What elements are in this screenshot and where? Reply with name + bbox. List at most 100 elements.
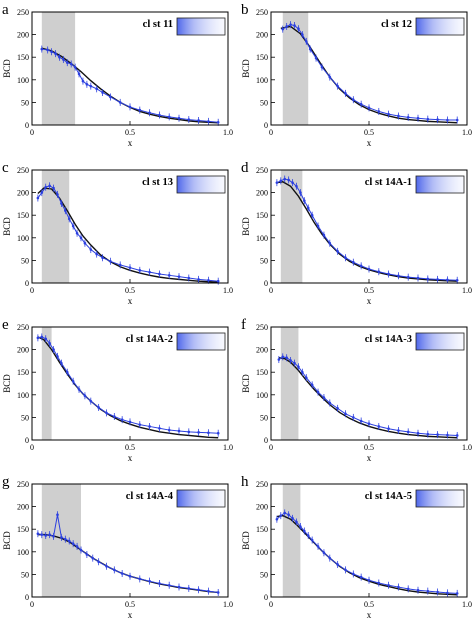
data-point: [54, 52, 57, 55]
data-point: [377, 425, 381, 428]
y-tick-label: 0: [25, 593, 29, 602]
data-point: [455, 434, 459, 437]
y-tick-label: 0: [25, 279, 29, 288]
data-point: [109, 95, 112, 99]
shaded-region: [41, 327, 52, 440]
y-tick-label: 150: [17, 525, 29, 534]
data-point: [310, 383, 314, 387]
data-point: [77, 388, 81, 391]
y-tick-label: 0: [264, 279, 268, 288]
data-point: [48, 184, 51, 188]
data-point: [299, 525, 302, 528]
x-axis-label: x: [128, 138, 133, 148]
y-tick-label: 100: [17, 234, 29, 243]
data-point: [177, 585, 181, 589]
data-point: [89, 248, 93, 251]
x-tick-label: 1.0: [223, 600, 233, 609]
x-axis-label: x: [128, 453, 133, 463]
x-tick-label: 0: [30, 128, 34, 137]
data-point: [148, 425, 151, 428]
fit-curve: [276, 181, 458, 282]
data-line: [276, 512, 458, 594]
data-point: [128, 420, 132, 424]
y-tick-label: 150: [17, 53, 29, 62]
data-point: [406, 430, 410, 434]
data-point: [281, 27, 285, 31]
x-tick-label: 0: [30, 443, 34, 452]
data-point: [85, 83, 89, 86]
data-point: [36, 532, 40, 536]
x-tick-label: 1.0: [462, 600, 472, 609]
y-tick-label: 200: [256, 346, 268, 355]
panel-label: cl st 13: [142, 177, 173, 188]
data-point: [367, 578, 371, 582]
data-point: [167, 115, 171, 119]
x-tick-label: 0: [269, 128, 273, 137]
data-point: [336, 407, 339, 410]
data-point: [67, 539, 71, 543]
data-point: [426, 589, 430, 593]
panel-letter: h: [241, 474, 249, 490]
data-point: [446, 433, 449, 437]
y-axis-label: BCD: [241, 217, 251, 236]
panel-letter: g: [2, 474, 10, 490]
data-point: [289, 359, 292, 362]
x-tick-label: 1.0: [223, 128, 233, 137]
x-tick-label: 1.0: [223, 443, 233, 452]
data-point: [158, 426, 161, 430]
data-point: [310, 213, 314, 217]
data-line: [37, 336, 219, 434]
data-point: [79, 548, 83, 552]
data-point: [197, 588, 200, 592]
data-point: [56, 355, 59, 358]
data-point: [426, 432, 430, 436]
x-tick-label: 0: [269, 443, 273, 452]
data-point: [83, 241, 87, 245]
data-point: [359, 419, 363, 423]
data-point: [95, 252, 98, 256]
fit-curve: [37, 336, 219, 439]
panel-label: cl st 14A-5: [365, 491, 412, 502]
data-point: [287, 513, 290, 517]
data-point: [299, 191, 302, 194]
y-tick-label: 200: [256, 503, 268, 512]
panel-g: g 0 50 100 150 200 250 0 0.5 1.0 x BCD cl st 14A-4: [2, 474, 233, 620]
data-point: [167, 274, 171, 277]
data-point: [289, 23, 292, 26]
y-axis-label: BCD: [2, 374, 12, 393]
x-axis-label: x: [367, 138, 372, 148]
data-point: [397, 114, 400, 118]
data-point: [295, 184, 298, 188]
x-tick-label: 1.0: [462, 128, 472, 137]
data-point: [344, 92, 347, 95]
data-point: [446, 118, 449, 122]
data-point: [285, 25, 288, 28]
data-point: [387, 112, 390, 116]
data-point: [303, 199, 306, 203]
data-point: [275, 181, 279, 184]
data-point: [148, 579, 151, 583]
data-point: [40, 47, 44, 51]
data-point: [283, 511, 287, 515]
data-point: [52, 348, 55, 351]
data-point: [297, 27, 300, 31]
data-point: [316, 224, 320, 228]
data-point: [58, 55, 61, 59]
data-point: [44, 185, 48, 189]
data-point: [397, 274, 400, 278]
data-point: [44, 534, 48, 537]
y-tick-label: 150: [17, 211, 29, 220]
data-point: [216, 120, 220, 124]
data-point: [316, 390, 320, 394]
x-tick-label: 0: [269, 286, 273, 295]
data-point: [40, 335, 44, 339]
y-tick-label: 250: [17, 166, 29, 175]
x-tick-label: 0: [269, 600, 273, 609]
data-point: [56, 513, 59, 517]
data-point: [293, 361, 296, 365]
data-line: [37, 185, 219, 282]
data-point: [60, 361, 63, 365]
y-tick-label: 150: [256, 368, 268, 377]
data-point: [158, 582, 161, 585]
shaded-region: [280, 170, 303, 283]
